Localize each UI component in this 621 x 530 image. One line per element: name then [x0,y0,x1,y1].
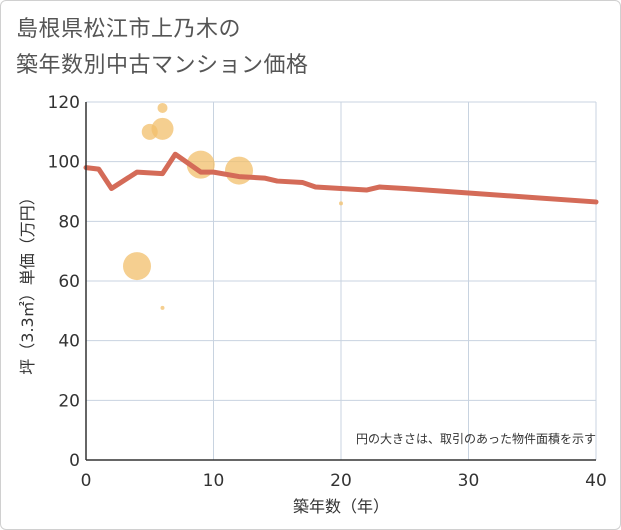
average-price-line [83,151,599,205]
bubble-point [225,156,253,185]
y-tick-label: 40 [58,332,80,352]
x-axis-label: 築年数（年） [293,497,389,516]
chart-title-line-1: 島根県松江市上乃木の [16,17,242,42]
y-tick-label: 60 [58,272,80,292]
x-tick-label: 40 [585,471,607,491]
bubble-point [339,201,343,206]
y-tick-label: 120 [48,93,80,113]
x-tick-label: 0 [81,471,92,491]
bubble-point [157,102,168,113]
x-tick-label: 20 [330,471,352,491]
grid-lines [86,101,597,460]
chart-title-line-2: 築年数別中古マンション価格 [16,53,309,78]
y-axis-label: 坪（3.3㎡）単価（万円） [18,189,37,374]
bubble-point [160,305,165,310]
bubble-series [123,102,343,310]
axes [85,102,596,461]
y-tick-label: 20 [58,391,80,411]
average-line-series [83,151,599,205]
y-tick-label: 0 [69,451,80,471]
x-tick-label: 30 [458,471,480,491]
y-tick-label: 100 [48,153,80,173]
tick-labels: 0 10 20 30 40 0 20 40 60 80 100 120 [48,93,607,491]
chart-title: 島根県松江市上乃木の 築年数別中古マンション価格 [16,12,309,84]
x-tick-label: 10 [203,471,225,491]
y-tick-label: 80 [58,212,80,232]
bubble-size-note: 円の大きさは、取引のあった物件面積を示す [356,431,596,446]
bubble-point [151,117,174,140]
bubble-point [123,252,151,281]
